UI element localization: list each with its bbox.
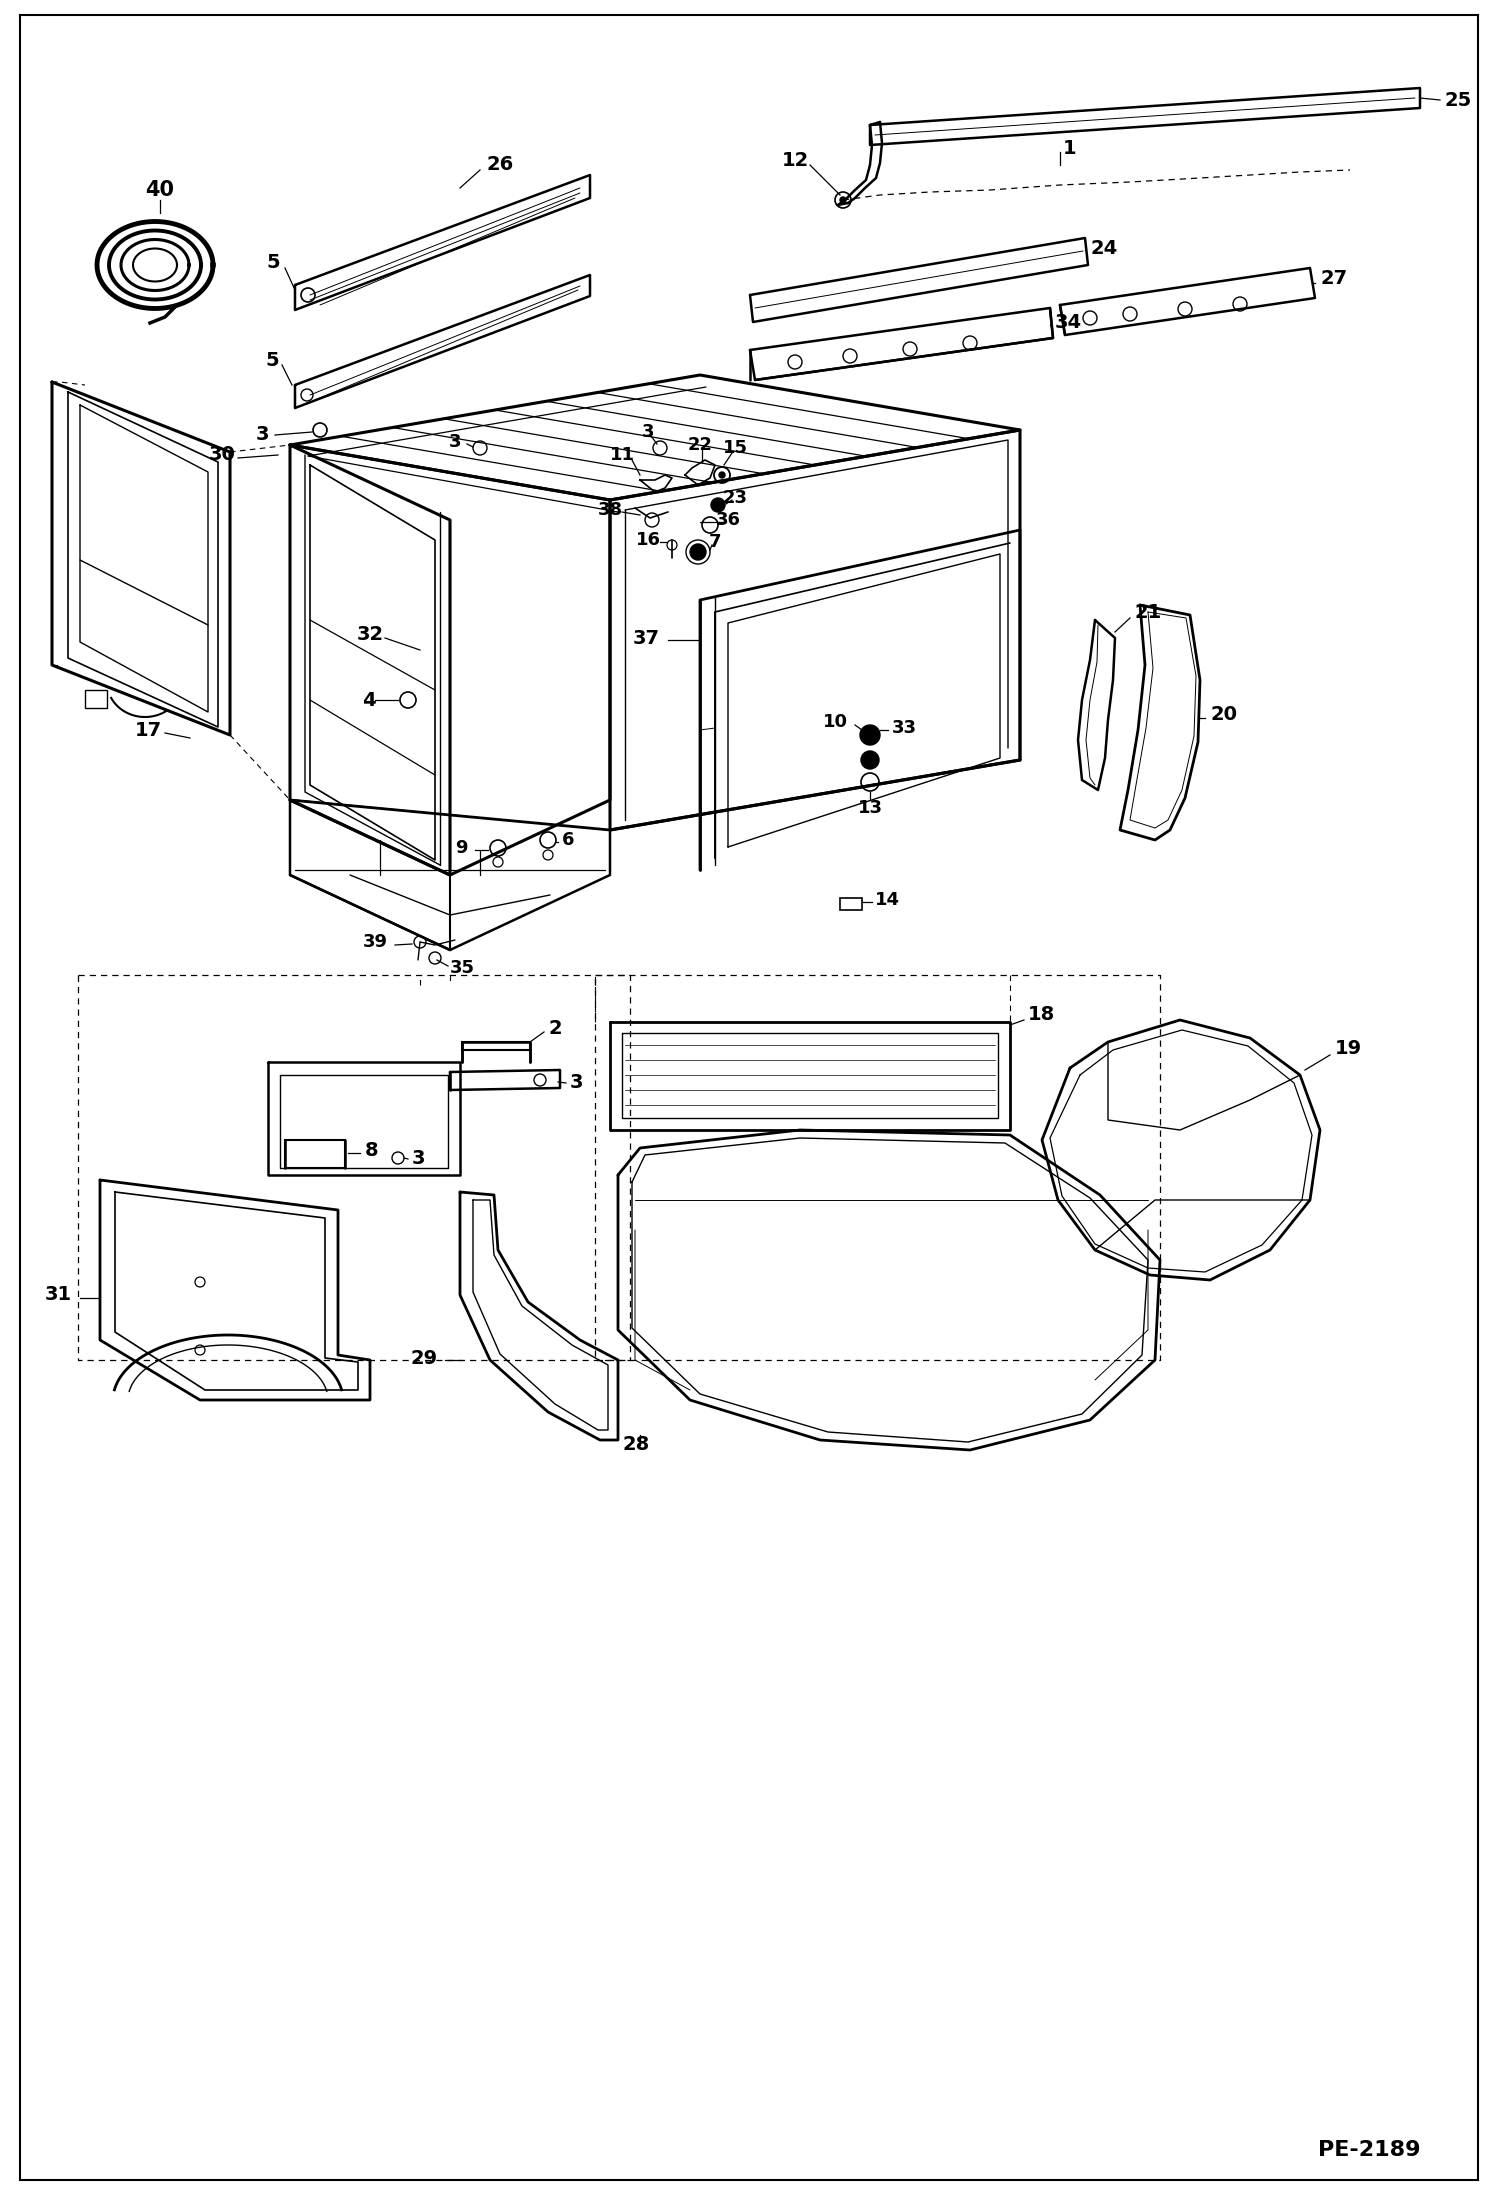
Text: 9: 9 — [455, 840, 467, 857]
Text: 24: 24 — [1091, 239, 1118, 257]
Text: 39: 39 — [363, 932, 388, 952]
Circle shape — [860, 726, 879, 746]
Bar — [461, 1042, 530, 1050]
Text: 25: 25 — [1446, 90, 1473, 110]
Text: 8: 8 — [366, 1140, 379, 1160]
Text: 20: 20 — [1210, 706, 1237, 724]
Text: 3: 3 — [255, 425, 268, 445]
Text: 31: 31 — [45, 1285, 72, 1305]
Circle shape — [840, 197, 846, 204]
Text: 5: 5 — [265, 351, 279, 368]
Text: 17: 17 — [135, 721, 162, 739]
Text: 21: 21 — [1135, 603, 1162, 621]
Text: PE-2189: PE-2189 — [1318, 2140, 1420, 2160]
Text: 29: 29 — [410, 1349, 437, 1368]
Text: 3: 3 — [412, 1149, 425, 1167]
Text: 34: 34 — [1055, 311, 1082, 331]
Text: 36: 36 — [716, 511, 740, 529]
Text: 37: 37 — [634, 629, 661, 647]
Text: 14: 14 — [875, 890, 900, 910]
Text: 13: 13 — [857, 798, 882, 818]
Circle shape — [691, 544, 706, 559]
Circle shape — [719, 471, 725, 478]
Text: 33: 33 — [891, 719, 917, 737]
Text: 3: 3 — [449, 432, 461, 452]
Bar — [840, 897, 861, 910]
Text: 1: 1 — [1064, 138, 1077, 158]
Text: 5: 5 — [267, 252, 280, 272]
Text: 26: 26 — [487, 156, 514, 175]
Text: 40: 40 — [145, 180, 174, 200]
Text: 3: 3 — [641, 423, 655, 441]
Text: 38: 38 — [598, 500, 623, 520]
Text: 11: 11 — [610, 445, 635, 465]
Text: 27: 27 — [1320, 268, 1347, 287]
Circle shape — [712, 498, 725, 511]
Text: 35: 35 — [449, 958, 475, 978]
Text: 3: 3 — [571, 1072, 584, 1092]
Text: 4: 4 — [363, 691, 376, 711]
Text: 32: 32 — [357, 625, 383, 645]
Text: 23: 23 — [722, 489, 748, 507]
Bar — [85, 691, 106, 708]
Text: 12: 12 — [782, 151, 809, 169]
Text: 22: 22 — [688, 436, 713, 454]
Text: 2: 2 — [548, 1018, 562, 1037]
Circle shape — [861, 750, 879, 770]
Text: 18: 18 — [1028, 1007, 1055, 1024]
Text: 15: 15 — [722, 439, 748, 456]
Text: 7: 7 — [709, 533, 721, 550]
Text: 6: 6 — [562, 831, 575, 849]
Bar — [285, 1140, 345, 1169]
Text: 16: 16 — [635, 531, 661, 548]
Text: 30: 30 — [208, 445, 235, 465]
Text: 19: 19 — [1335, 1039, 1362, 1057]
Text: 10: 10 — [822, 713, 848, 730]
Text: 28: 28 — [622, 1436, 649, 1454]
